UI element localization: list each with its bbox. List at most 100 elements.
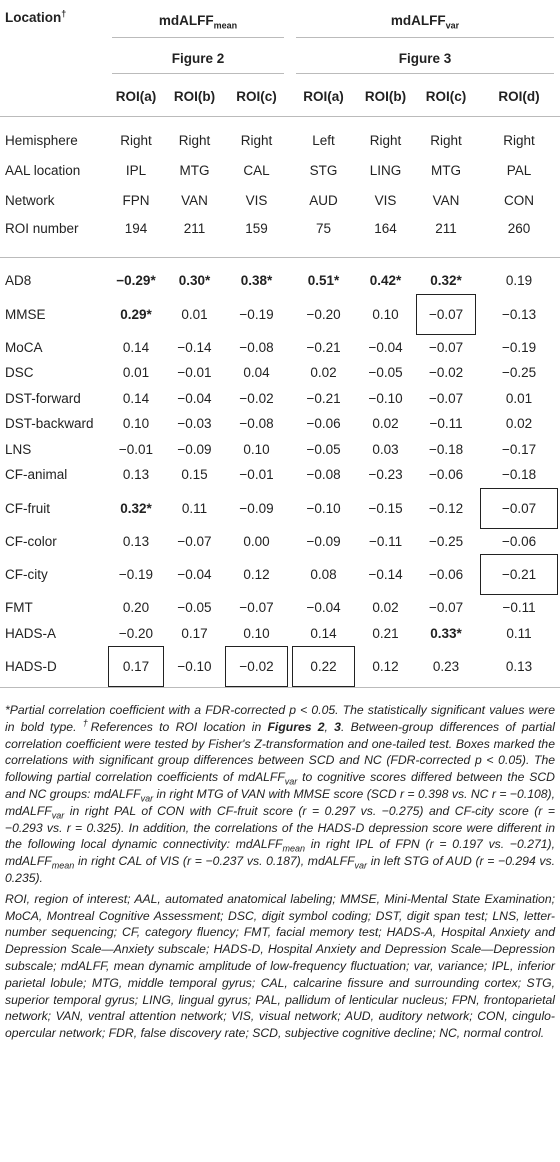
footnote-text: mean [282, 843, 306, 854]
info-cell: 211 [435, 221, 457, 236]
roi-header: ROI(c) [425, 88, 467, 104]
cell-value: −0.07 [428, 600, 464, 616]
data-cell: 0.12 [357, 646, 414, 688]
footnote-text: 3 [334, 719, 341, 734]
info-cell: VIS [374, 192, 397, 208]
cell-value: −0.18 [428, 441, 464, 457]
roi-header: ROI(b) [173, 88, 216, 104]
cell-value: 0.20 [122, 600, 150, 616]
data-cell: 0.12 [223, 554, 290, 595]
data-cell: 0.38* [223, 258, 290, 294]
data-row: MMSE 0.29* 0.01 −0.19 −0.20 0.10 −0.07 −0.13 [0, 293, 560, 335]
cell-value: −0.19 [118, 567, 154, 582]
info-cell: MTG [431, 162, 462, 178]
cell-value: −0.08 [239, 416, 274, 432]
info-cell: VAN [432, 192, 460, 208]
data-cell: 0.32* [414, 258, 478, 294]
data-cell: −0.13 [478, 294, 560, 335]
data-row: CF-color 0.13 −0.07 0.00 −0.09 −0.11 −0.25 −0.0… [0, 529, 560, 555]
data-cell: 0.30* [166, 258, 223, 294]
footnote-text: var [140, 793, 154, 804]
cell-value: −0.07 [177, 533, 212, 549]
cell-value: 0.15 [181, 467, 208, 483]
data-cell: 0.14 [106, 386, 166, 412]
row-label: CF-city [5, 567, 48, 582]
cell-value: 0.02 [372, 416, 399, 432]
data-cell: 0.21 [357, 621, 414, 647]
data-cell: −0.10 [290, 488, 357, 529]
data-row: FMT 0.20 −0.05 −0.07 −0.04 0.02 −0.07 −0.11 [0, 595, 560, 621]
cell-value: −0.07 [501, 500, 537, 516]
cell-value: −0.08 [306, 467, 341, 483]
row-label: AD8 [5, 273, 32, 289]
info-cell: Right [120, 132, 152, 148]
figure-row: Figure 2 Figure 3 [0, 40, 560, 76]
data-cell: −0.25 [414, 529, 478, 555]
info-cell: 211 [183, 221, 206, 236]
row-label: DST-forward [5, 390, 81, 406]
data-cell: −0.20 [290, 294, 357, 335]
info-row: AAL location IPL MTG CAL STG LING MTG PAL [0, 155, 560, 185]
data-cell: 0.02 [357, 595, 414, 621]
figure-header: Figure 2 [106, 40, 290, 76]
row-label: MMSE [5, 306, 46, 322]
footnote-text: † [82, 717, 91, 728]
data-cell: −0.14 [166, 335, 223, 361]
data-cell: −0.09 [166, 437, 223, 463]
cell-value: −0.11 [429, 416, 463, 432]
cell-value: −0.15 [368, 500, 403, 516]
data-cell: 0.10 [223, 621, 290, 647]
data-cell: 0.01 [106, 360, 166, 386]
cell-value: −0.08 [239, 339, 274, 355]
row-label: FMT [5, 600, 33, 616]
data-cell: −0.03 [166, 411, 223, 437]
row-label: DST-backward [5, 416, 94, 432]
data-cell: −0.10 [357, 386, 414, 412]
data-row: DST-backward 0.10 −0.03 −0.08 −0.06 0.02 −0.11… [0, 411, 560, 437]
cell-value: −0.21 [306, 339, 341, 355]
data-cell: −0.05 [357, 360, 414, 386]
footnote-text: var [354, 860, 368, 871]
data-cell: −0.07 [414, 293, 478, 335]
info-cell: Right [178, 132, 211, 148]
data-cell: −0.07 [414, 386, 478, 412]
data-cell: −0.08 [290, 462, 357, 488]
cell-value: −0.06 [428, 467, 464, 483]
cell-value: −0.09 [177, 441, 212, 457]
data-cell: −0.06 [414, 462, 478, 488]
data-cell: −0.11 [357, 529, 414, 555]
footnote: ROI, region of interest; AAL, automated … [0, 891, 560, 1042]
footnotes: *Partial correlation coefficient with a … [0, 702, 560, 1042]
data-cell: 0.17 [166, 621, 223, 647]
boxed-cell: 0.17 [108, 646, 164, 687]
cell-value: −0.05 [177, 600, 212, 616]
location-mark: † [61, 8, 67, 19]
cell-value: 0.14 [122, 339, 150, 355]
info-label: Hemisphere [5, 132, 78, 148]
data-cell: −0.07 [414, 335, 478, 361]
data-cell: −0.09 [290, 529, 357, 555]
cell-value: −0.06 [501, 533, 537, 549]
cell-value: 0.30* [178, 273, 211, 289]
data-cell: 0.14 [106, 335, 166, 361]
roi-header: ROI(b) [364, 88, 407, 104]
data-cell: 0.01 [166, 294, 223, 335]
data-row: DST-forward 0.14 −0.04 −0.02 −0.21 −0.10 −0.07… [0, 386, 560, 412]
cell-value: −0.01 [177, 365, 212, 381]
data-cell: 0.04 [223, 360, 290, 386]
data-cell: −0.06 [290, 411, 357, 437]
figure-label: Figure 2 [171, 50, 225, 66]
info-label: Network [5, 192, 55, 208]
data-cell: −0.01 [223, 462, 290, 488]
cell-value: −0.25 [501, 365, 537, 381]
data-row: MoCA 0.14 −0.14 −0.08 −0.21 −0.04 −0.07 −0.19 [0, 335, 560, 361]
cell-value: 0.11 [506, 625, 532, 641]
footnote-text: in right IPL of FPN (r = 0.197 vs. −0.27… [5, 837, 555, 869]
cell-value: −0.20 [118, 625, 154, 641]
info-cell: CON [504, 192, 535, 208]
footnote-text: in right CAL of VIS (r = −0.237 vs. 0.18… [74, 854, 355, 869]
data-cell: −0.21 [290, 386, 357, 412]
data-cell: −0.08 [223, 411, 290, 437]
footnote-text: in right MTG of VAN with MMSE score (SCD… [5, 786, 555, 818]
